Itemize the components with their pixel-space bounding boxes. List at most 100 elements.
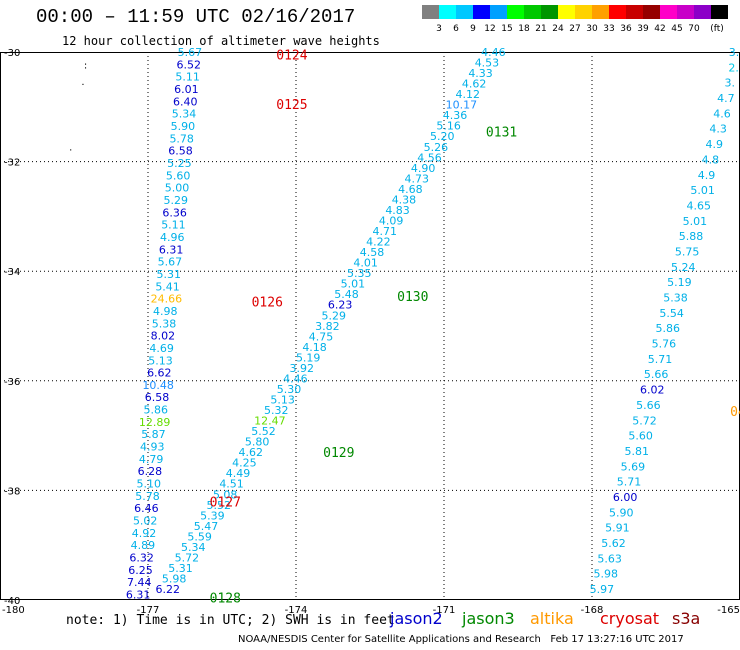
color-scale-label: 42 bbox=[654, 24, 666, 34]
x-tick-label: -174 bbox=[285, 605, 308, 616]
wave-height-point: 4.93 bbox=[140, 441, 165, 454]
wave-height-point: 2. bbox=[728, 61, 739, 74]
track-id-label: 0124 bbox=[276, 49, 307, 64]
wave-height-point: 5.63 bbox=[597, 552, 622, 565]
wave-height-point: 4.3 bbox=[709, 123, 727, 136]
y-tick-label: -32 bbox=[4, 158, 20, 169]
wave-height-point: 4.49 bbox=[226, 467, 251, 480]
wave-height-point: 4.90 bbox=[411, 162, 436, 175]
y-tick-label: -30 bbox=[4, 48, 20, 59]
track-id-label: 0131 bbox=[486, 125, 517, 140]
wave-height-point: 4.65 bbox=[687, 199, 712, 212]
wave-height-point: 5.41 bbox=[155, 280, 180, 293]
wave-height-point: 5.52 bbox=[207, 499, 232, 512]
color-scale-swatch bbox=[609, 5, 626, 19]
x-tick-label: -165 bbox=[717, 605, 740, 616]
wave-height-point: 10.17 bbox=[446, 99, 478, 112]
color-scale-swatch bbox=[456, 5, 473, 19]
wave-height-point: 4.92 bbox=[132, 527, 157, 540]
wave-height-point: 5.24 bbox=[671, 261, 696, 274]
wave-height-point: 5.72 bbox=[175, 551, 200, 564]
color-scale-swatch bbox=[626, 5, 643, 19]
wave-height-point: 5.87 bbox=[141, 428, 166, 441]
wave-height-point: 5.34 bbox=[181, 541, 206, 554]
wave-height-point: 6.00 bbox=[613, 491, 638, 504]
color-scale-label: 21 bbox=[535, 24, 547, 34]
wave-height-point: 5.78 bbox=[135, 490, 160, 503]
wave-height-point: 5.98 bbox=[162, 573, 187, 586]
color-scale-swatch bbox=[677, 5, 694, 19]
wave-height-point: 5.67 bbox=[158, 256, 183, 269]
wave-height-point: 6.62 bbox=[147, 367, 172, 380]
wave-height-point: 5.66 bbox=[644, 368, 669, 381]
color-scale-swatch bbox=[558, 5, 575, 19]
wave-height-point: 3.9 bbox=[729, 46, 740, 59]
note-text: note: 1) Time is in UTC; 2) SWH is in fe… bbox=[66, 613, 395, 628]
wave-height-point: 4.01 bbox=[353, 257, 378, 270]
wave-height-point: 5.86 bbox=[144, 404, 169, 417]
color-scale-swatch bbox=[422, 5, 439, 19]
color-scale-unit: (ft) bbox=[710, 24, 724, 34]
color-scale-label: 15 bbox=[501, 24, 513, 34]
wave-height-point: 5.01 bbox=[683, 215, 708, 228]
wave-height-point: 6.58 bbox=[168, 145, 193, 158]
wave-height-point: 6.31 bbox=[126, 589, 151, 602]
wave-height-point: 4.18 bbox=[302, 341, 327, 354]
wave-height-point: 6.40 bbox=[173, 95, 198, 108]
wave-height-point: 5.11 bbox=[161, 219, 186, 232]
wave-height-point: 5.60 bbox=[628, 430, 653, 443]
wave-height-point: 6.22 bbox=[155, 583, 180, 596]
color-scale-label: 36 bbox=[620, 24, 632, 34]
wave-height-point: 5.91 bbox=[605, 522, 630, 535]
wave-height-point: 6.25 bbox=[128, 564, 153, 577]
wave-height-point: 4.71 bbox=[373, 225, 398, 238]
wave-height-point: 5.13 bbox=[270, 393, 295, 406]
y-tick-label: -36 bbox=[4, 377, 20, 388]
color-scale-label: 9 bbox=[470, 24, 476, 34]
wave-height-point: 4.62 bbox=[462, 78, 487, 91]
wave-height-point: 5.31 bbox=[168, 562, 193, 575]
wave-height-point: 3. bbox=[725, 77, 736, 90]
wave-height-point: 4.7 bbox=[717, 92, 735, 105]
color-scale-swatch bbox=[507, 5, 524, 19]
y-tick-label: -34 bbox=[4, 267, 20, 278]
wave-height-point: 10.48 bbox=[142, 379, 174, 392]
wave-height-point: 4.09 bbox=[379, 214, 404, 227]
wave-height-point: 5.29 bbox=[321, 309, 346, 322]
x-tick-label: -168 bbox=[581, 605, 604, 616]
wave-height-point: 5.71 bbox=[617, 476, 642, 489]
wave-height-point: 5.59 bbox=[187, 530, 212, 543]
wave-height-point: 5.25 bbox=[167, 157, 192, 170]
color-scale-label: 70 bbox=[688, 24, 700, 34]
color-scale-swatch bbox=[524, 5, 541, 19]
wave-height-point: 6.58 bbox=[145, 391, 170, 404]
wave-height-point: 5.67 bbox=[178, 46, 203, 59]
wave-height-point: 7.44 bbox=[127, 576, 152, 589]
wave-height-point: 3.92 bbox=[290, 362, 315, 375]
wave-height-point: 6.52 bbox=[177, 58, 202, 71]
wave-height-point: 4.51 bbox=[219, 478, 244, 491]
wave-height-point: 4.83 bbox=[385, 204, 410, 217]
wave-height-point: 4.8 bbox=[702, 153, 720, 166]
wave-height-point: 5.66 bbox=[636, 399, 661, 412]
color-scale-swatch bbox=[592, 5, 609, 19]
track-id-label: 0441 bbox=[730, 405, 740, 420]
wave-height-point: 5.98 bbox=[593, 568, 618, 581]
wave-height-point: 5.32 bbox=[264, 404, 289, 417]
wave-height-point: 4.33 bbox=[468, 67, 493, 80]
wave-height-point: 5.29 bbox=[164, 194, 189, 207]
wave-height-point: 6.31 bbox=[159, 243, 184, 256]
wave-height-point: 4.9 bbox=[706, 138, 724, 151]
wave-height-point: 5.71 bbox=[648, 353, 673, 366]
stray-mark: . bbox=[81, 77, 84, 88]
legend-s3a: s3a bbox=[672, 609, 701, 628]
wave-height-point: 4.58 bbox=[360, 246, 385, 259]
wave-height-point: 24.66 bbox=[151, 293, 183, 306]
wave-height-point: 5.02 bbox=[133, 515, 158, 528]
page-title: 00:00 – 11:59 UTC 02/16/2017 bbox=[36, 6, 356, 28]
wave-height-point: 5.76 bbox=[652, 338, 677, 351]
wave-height-point: 5.38 bbox=[152, 317, 177, 330]
x-tick-label: -177 bbox=[137, 605, 160, 616]
wave-height-point: 5.69 bbox=[621, 460, 646, 473]
wave-height-point: 6.46 bbox=[134, 502, 159, 515]
